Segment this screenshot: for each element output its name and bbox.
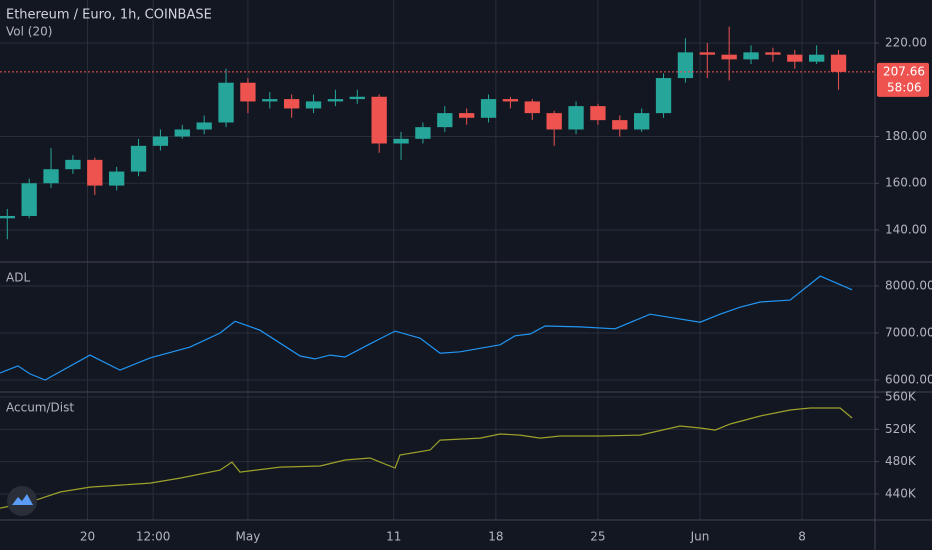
x-tick-label: 25 xyxy=(590,530,605,544)
candle-body xyxy=(634,113,650,130)
candle-body xyxy=(437,113,453,128)
logo[interactable] xyxy=(7,486,37,516)
x-tick-label: 11 xyxy=(386,530,401,544)
indicator-line xyxy=(0,275,853,381)
indicator-line xyxy=(0,407,853,509)
candle-body xyxy=(459,113,475,118)
y-tick-label: 520K xyxy=(885,422,917,436)
accum-dist-label: Accum/Dist xyxy=(6,401,74,415)
candle-body xyxy=(327,99,344,102)
candle-body xyxy=(152,136,169,146)
candle-body xyxy=(830,54,847,72)
x-tick-label: 12:00 xyxy=(136,530,171,544)
candle-body xyxy=(677,52,694,79)
countdown-label: 58:06 xyxy=(887,80,922,94)
candle-body xyxy=(174,129,190,137)
candle-body xyxy=(590,106,606,121)
y-tick-label: 160.00 xyxy=(885,176,927,190)
candle-body xyxy=(262,99,278,102)
x-tick-label: 20 xyxy=(80,530,95,544)
candle-body xyxy=(765,52,781,55)
adl-label: ADL xyxy=(6,271,30,285)
candle-body xyxy=(43,169,59,184)
candle-body xyxy=(655,78,672,114)
x-tick-label: Jun xyxy=(690,530,710,544)
candle-body xyxy=(415,127,431,139)
symbol-title: Ethereum / Euro, 1h, COINBASE xyxy=(6,8,212,23)
y-tick-label: 480K xyxy=(885,454,917,468)
x-tick-label: 18 xyxy=(488,530,503,544)
candle-body xyxy=(480,99,497,118)
candle-body xyxy=(0,215,15,219)
y-tick-label: 8000.00 xyxy=(885,279,932,293)
last-price-label: 207.66 xyxy=(883,64,925,78)
y-tick-label: 560K xyxy=(885,390,917,404)
candle-body xyxy=(218,82,234,123)
candle-body xyxy=(524,101,540,114)
candle-body xyxy=(109,171,125,186)
candle-body xyxy=(371,96,387,144)
candle-body xyxy=(393,138,409,144)
last-price-badge xyxy=(877,62,929,97)
y-tick-label: 140.00 xyxy=(885,222,927,236)
candle-body xyxy=(130,145,147,172)
y-tick-label: 6000.00 xyxy=(885,373,932,387)
candle-body xyxy=(87,159,103,186)
candle-body xyxy=(284,99,300,109)
candle-body xyxy=(21,183,37,216)
y-tick-label: 440K xyxy=(885,486,917,500)
x-tick-label: 8 xyxy=(798,530,806,544)
x-tick-label: May xyxy=(236,530,261,544)
volume-label: Vol (20) xyxy=(6,25,52,39)
candle-body xyxy=(349,96,365,100)
candle-body xyxy=(196,122,212,130)
y-tick-label: 7000.00 xyxy=(885,326,932,340)
candle-body xyxy=(546,113,562,130)
plot-layer xyxy=(0,0,879,520)
candle-body xyxy=(240,82,256,102)
y-tick-label: 180.00 xyxy=(885,129,927,143)
candle-body xyxy=(699,52,715,55)
candle-body xyxy=(65,159,81,170)
candle-body xyxy=(568,106,584,130)
candle-body xyxy=(612,120,628,130)
y-tick-label: 220.00 xyxy=(885,36,927,50)
candle-body xyxy=(787,54,803,62)
candle-body xyxy=(809,54,825,62)
candle-body xyxy=(721,54,737,60)
candle-body xyxy=(502,99,519,102)
candle-body xyxy=(305,101,322,109)
logo-icon[interactable] xyxy=(12,494,33,505)
candle-body xyxy=(743,52,759,60)
